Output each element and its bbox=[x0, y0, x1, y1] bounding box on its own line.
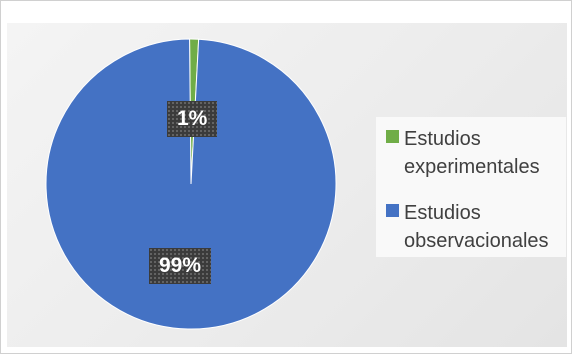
legend-label-experimental: Estudios experimentales bbox=[404, 128, 540, 178]
legend: Estudios experimentales Estudios observa… bbox=[376, 117, 566, 257]
legend-item-observational[interactable]: Estudios observacionales bbox=[386, 199, 564, 255]
legend-label-observational: Estudios observacionales bbox=[404, 202, 549, 252]
legend-item-experimental[interactable]: Estudios experimentales bbox=[386, 125, 564, 181]
data-label-experimental: 1% bbox=[167, 101, 218, 137]
pie-slice-observational[interactable] bbox=[45, 38, 337, 330]
data-label-observational: 99% bbox=[149, 248, 212, 284]
legend-swatch-observational bbox=[386, 204, 399, 217]
legend-swatch-experimental bbox=[386, 130, 399, 143]
